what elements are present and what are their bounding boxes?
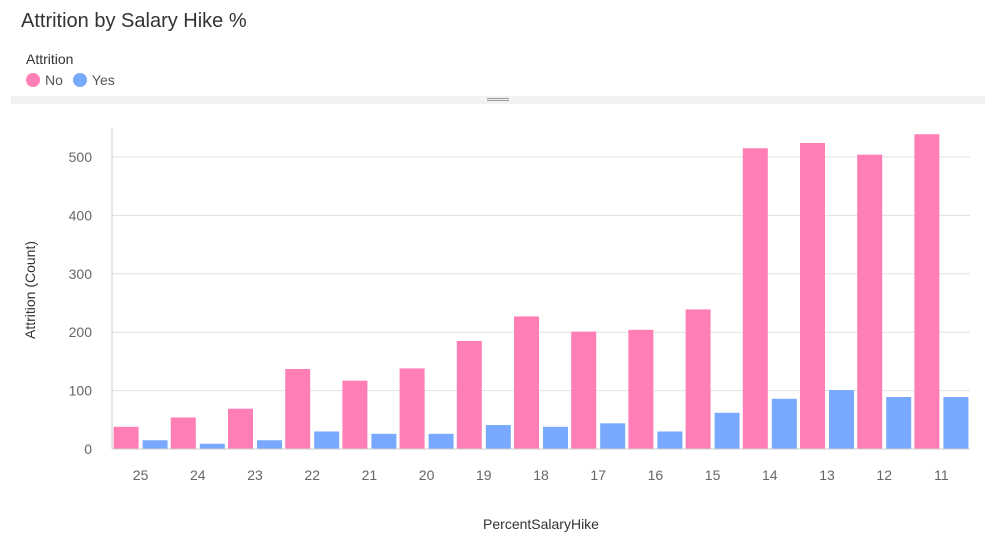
x-tick-label: 19 bbox=[476, 467, 492, 483]
bar-yes-15[interactable] bbox=[714, 412, 740, 449]
y-tick-label: 100 bbox=[69, 383, 93, 399]
y-tick-label: 300 bbox=[69, 266, 93, 282]
bar-yes-18[interactable] bbox=[543, 426, 568, 449]
bar-no-20[interactable] bbox=[399, 368, 425, 449]
bar-no-21[interactable] bbox=[342, 380, 368, 449]
bar-no-16[interactable] bbox=[628, 329, 654, 449]
bar-yes-11[interactable] bbox=[943, 397, 969, 449]
drag-handle-icon[interactable] bbox=[487, 97, 509, 103]
bar-yes-13[interactable] bbox=[829, 390, 854, 449]
grid-lines bbox=[112, 156, 970, 392]
legend-item-no[interactable]: No bbox=[26, 72, 63, 88]
bar-no-14[interactable] bbox=[742, 148, 768, 450]
bar-yes-21[interactable] bbox=[371, 433, 397, 449]
x-tick-label: 15 bbox=[705, 467, 721, 483]
bar-no-24[interactable] bbox=[170, 417, 196, 449]
legend-swatch-yes bbox=[72, 73, 87, 87]
chart-title: Attrition by Salary Hike % bbox=[21, 10, 247, 32]
x-axis-ticks: 25 24 23 22 21 20 19 18 17 16 15 14 13 12 11 bbox=[133, 467, 949, 483]
bar-no-13[interactable] bbox=[800, 142, 825, 449]
bar-yes-23[interactable] bbox=[257, 440, 282, 449]
bar-no-22[interactable] bbox=[285, 368, 311, 449]
bar-yes-24[interactable] bbox=[199, 443, 225, 449]
x-tick-label: 21 bbox=[362, 467, 378, 483]
bar-no-19[interactable] bbox=[456, 340, 482, 449]
y-axis-title: Attrition (Count) bbox=[22, 241, 38, 339]
x-tick-label: 23 bbox=[247, 467, 263, 483]
bar-yes-25[interactable] bbox=[142, 440, 168, 449]
legend-swatch-no bbox=[26, 73, 40, 87]
legend-label-no: No bbox=[45, 72, 63, 88]
bar-yes-16[interactable] bbox=[657, 431, 683, 449]
x-tick-label: 18 bbox=[533, 467, 549, 483]
y-tick-label: 400 bbox=[69, 207, 93, 223]
x-tick-label: 11 bbox=[934, 467, 949, 483]
bar-yes-20[interactable] bbox=[428, 433, 454, 449]
y-tick-label: 0 bbox=[84, 441, 92, 457]
bar-yes-12[interactable] bbox=[886, 397, 912, 449]
x-tick-label: 17 bbox=[590, 467, 606, 483]
bar-no-17[interactable] bbox=[571, 331, 597, 449]
bar-yes-14[interactable] bbox=[771, 398, 797, 449]
bar-no-15[interactable] bbox=[685, 309, 711, 449]
x-tick-label: 12 bbox=[876, 467, 892, 483]
x-tick-label: 25 bbox=[133, 467, 149, 483]
y-tick-label: 500 bbox=[69, 149, 93, 165]
bar-yes-17[interactable] bbox=[600, 423, 626, 449]
bar-no-23[interactable] bbox=[228, 408, 253, 449]
y-tick-label: 200 bbox=[69, 324, 93, 340]
legend-item-yes[interactable]: Yes bbox=[72, 72, 115, 88]
bar-no-25[interactable] bbox=[113, 426, 139, 449]
y-axis-ticks: 0 100 200 300 400 500 bbox=[69, 149, 93, 457]
legend-title: Attrition bbox=[26, 51, 74, 67]
bar-no-12[interactable] bbox=[857, 154, 883, 449]
bar-yes-22[interactable] bbox=[314, 431, 340, 449]
bar-no-18[interactable] bbox=[514, 316, 539, 449]
bars bbox=[113, 134, 969, 450]
x-axis-title: PercentSalaryHike bbox=[483, 516, 599, 532]
bar-yes-19[interactable] bbox=[485, 425, 511, 449]
x-tick-label: 16 bbox=[648, 467, 664, 483]
bar-no-11[interactable] bbox=[914, 134, 940, 449]
legend-label-yes: Yes bbox=[91, 72, 115, 88]
x-tick-label: 24 bbox=[190, 467, 206, 483]
legend: No Yes bbox=[26, 72, 125, 88]
x-tick-label: 20 bbox=[419, 467, 435, 483]
x-tick-label: 14 bbox=[762, 467, 778, 483]
x-tick-label: 13 bbox=[819, 467, 835, 483]
x-tick-label: 22 bbox=[304, 467, 320, 483]
